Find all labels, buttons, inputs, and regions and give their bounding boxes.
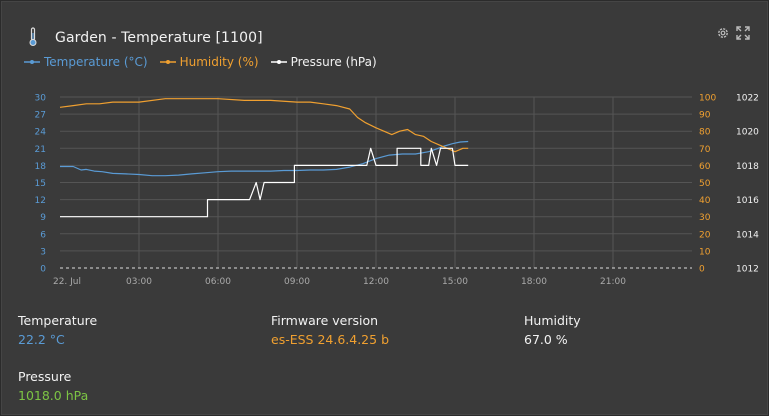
y-tick-label-temperature: 24 bbox=[35, 128, 47, 138]
y-tick-label-humidity: 0 bbox=[699, 265, 705, 275]
y-tick-label-humidity: 60 bbox=[699, 162, 711, 172]
x-tick-label: 21:00 bbox=[600, 277, 626, 287]
chart-legend: Temperature (°C) Humidity (%) Pressure (… bbox=[24, 55, 377, 69]
legend-item-temperature[interactable]: Temperature (°C) bbox=[24, 55, 148, 69]
y-tick-label-humidity: 40 bbox=[699, 196, 711, 206]
x-tick-label: 12:00 bbox=[363, 277, 389, 287]
legend-label-pressure: Pressure (hPa) bbox=[290, 55, 377, 69]
y-tick-label-humidity: 10 bbox=[699, 247, 711, 257]
y-tick-label-humidity: 20 bbox=[699, 230, 711, 240]
fullscreen-icon[interactable] bbox=[736, 26, 750, 40]
stat-value: 67.0 % bbox=[524, 332, 568, 347]
stat-label: Firmware version bbox=[271, 313, 379, 328]
y-tick-label-temperature: 0 bbox=[40, 265, 46, 275]
y-tick-label-temperature: 6 bbox=[40, 230, 46, 240]
y-tick-label-pressure: 1022 bbox=[736, 94, 759, 104]
stat-label: Temperature bbox=[18, 313, 98, 328]
stat-label: Pressure bbox=[18, 369, 72, 384]
y-tick-label-humidity: 70 bbox=[699, 145, 711, 155]
stat-value: 22.2 °C bbox=[18, 332, 65, 347]
y-tick-label-humidity: 100 bbox=[699, 94, 716, 104]
y-tick-label-humidity: 50 bbox=[699, 179, 711, 189]
stat-pressure: Pressure 1018.0 hPa bbox=[18, 369, 88, 403]
y-tick-label-humidity: 90 bbox=[699, 111, 711, 121]
y-tick-label-pressure: 1014 bbox=[736, 230, 759, 240]
y-tick-label-pressure: 1016 bbox=[736, 196, 759, 206]
y-tick-label-temperature: 9 bbox=[40, 213, 46, 223]
y-tick-label-temperature: 15 bbox=[35, 179, 46, 189]
stat-label: Humidity bbox=[524, 313, 581, 328]
stat-firmware: Firmware version es-ESS 24.6.4.25 b bbox=[271, 313, 389, 347]
legend-label-temperature: Temperature (°C) bbox=[44, 55, 148, 69]
y-tick-label-temperature: 21 bbox=[35, 145, 46, 155]
thermometer-icon bbox=[29, 27, 37, 46]
y-tick-label-humidity: 80 bbox=[699, 128, 711, 138]
stat-value: 1018.0 hPa bbox=[18, 388, 89, 403]
x-tick-label: 06:00 bbox=[205, 277, 231, 287]
x-tick-label: 09:00 bbox=[284, 277, 310, 287]
y-tick-label-humidity: 30 bbox=[699, 213, 711, 223]
legend-item-pressure[interactable]: Pressure (hPa) bbox=[270, 55, 377, 69]
series-line-icon bbox=[24, 60, 40, 64]
y-tick-label-pressure: 1012 bbox=[736, 265, 759, 275]
y-tick-label-temperature: 3 bbox=[40, 247, 46, 257]
series-line-pressure bbox=[60, 147, 469, 218]
line-chart[interactable]: 3027242118151296301009080706050403020100… bbox=[22, 86, 767, 291]
x-tick-label: 03:00 bbox=[126, 277, 152, 287]
y-tick-label-pressure: 1020 bbox=[736, 128, 759, 138]
gear-icon[interactable] bbox=[716, 26, 730, 40]
y-tick-label-pressure: 1018 bbox=[736, 162, 759, 172]
stat-value: es-ESS 24.6.4.25 b bbox=[271, 332, 389, 347]
y-tick-label-temperature: 27 bbox=[35, 111, 46, 121]
stat-temperature: Temperature 22.2 °C bbox=[18, 313, 97, 347]
y-tick-label-temperature: 30 bbox=[35, 94, 47, 104]
series-line-icon bbox=[159, 60, 176, 64]
y-tick-label-temperature: 12 bbox=[35, 196, 46, 206]
series-line-humidity bbox=[59, 98, 469, 153]
x-tick-label: 18:00 bbox=[521, 277, 547, 287]
widget-title: Garden - Temperature [1100] bbox=[55, 30, 263, 46]
series-line-icon bbox=[270, 60, 287, 64]
x-tick-label: 15:00 bbox=[442, 277, 468, 287]
series-line-temperature bbox=[60, 140, 469, 177]
y-tick-label-temperature: 18 bbox=[35, 162, 47, 172]
stat-humidity: Humidity 67.0 % bbox=[524, 313, 581, 347]
legend-label-humidity: Humidity (%) bbox=[179, 55, 259, 69]
legend-item-humidity[interactable]: Humidity (%) bbox=[159, 55, 259, 69]
x-tick-label: 22. Jul bbox=[53, 277, 81, 287]
